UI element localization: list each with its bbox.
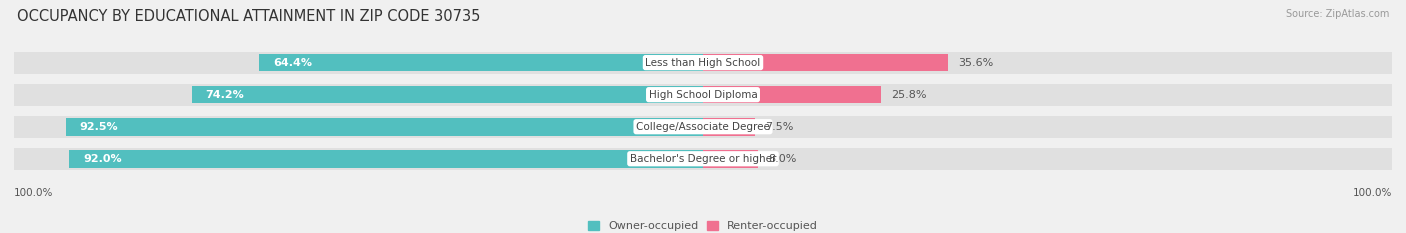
Bar <box>703 150 758 168</box>
Bar <box>703 86 880 103</box>
Text: 35.6%: 35.6% <box>959 58 994 68</box>
Bar <box>703 54 948 72</box>
Bar <box>69 150 703 168</box>
Text: Source: ZipAtlas.com: Source: ZipAtlas.com <box>1285 9 1389 19</box>
Bar <box>259 54 703 72</box>
Bar <box>66 118 703 136</box>
Bar <box>14 84 1392 106</box>
Text: 92.0%: 92.0% <box>83 154 121 164</box>
Text: OCCUPANCY BY EDUCATIONAL ATTAINMENT IN ZIP CODE 30735: OCCUPANCY BY EDUCATIONAL ATTAINMENT IN Z… <box>17 9 481 24</box>
Bar <box>703 118 755 136</box>
Text: 8.0%: 8.0% <box>769 154 797 164</box>
Bar <box>14 116 1392 138</box>
Text: College/Associate Degree: College/Associate Degree <box>636 122 770 132</box>
Text: 100.0%: 100.0% <box>1353 188 1392 198</box>
Text: 100.0%: 100.0% <box>14 188 53 198</box>
Bar <box>14 148 1392 170</box>
Legend: Owner-occupied, Renter-occupied: Owner-occupied, Renter-occupied <box>583 217 823 233</box>
Bar <box>14 51 1392 74</box>
Text: 7.5%: 7.5% <box>765 122 793 132</box>
Text: Bachelor's Degree or higher: Bachelor's Degree or higher <box>630 154 776 164</box>
Text: 92.5%: 92.5% <box>80 122 118 132</box>
Text: High School Diploma: High School Diploma <box>648 90 758 100</box>
Text: 64.4%: 64.4% <box>273 58 312 68</box>
Bar <box>191 86 703 103</box>
Text: 25.8%: 25.8% <box>891 90 927 100</box>
Text: 74.2%: 74.2% <box>205 90 245 100</box>
Text: Less than High School: Less than High School <box>645 58 761 68</box>
